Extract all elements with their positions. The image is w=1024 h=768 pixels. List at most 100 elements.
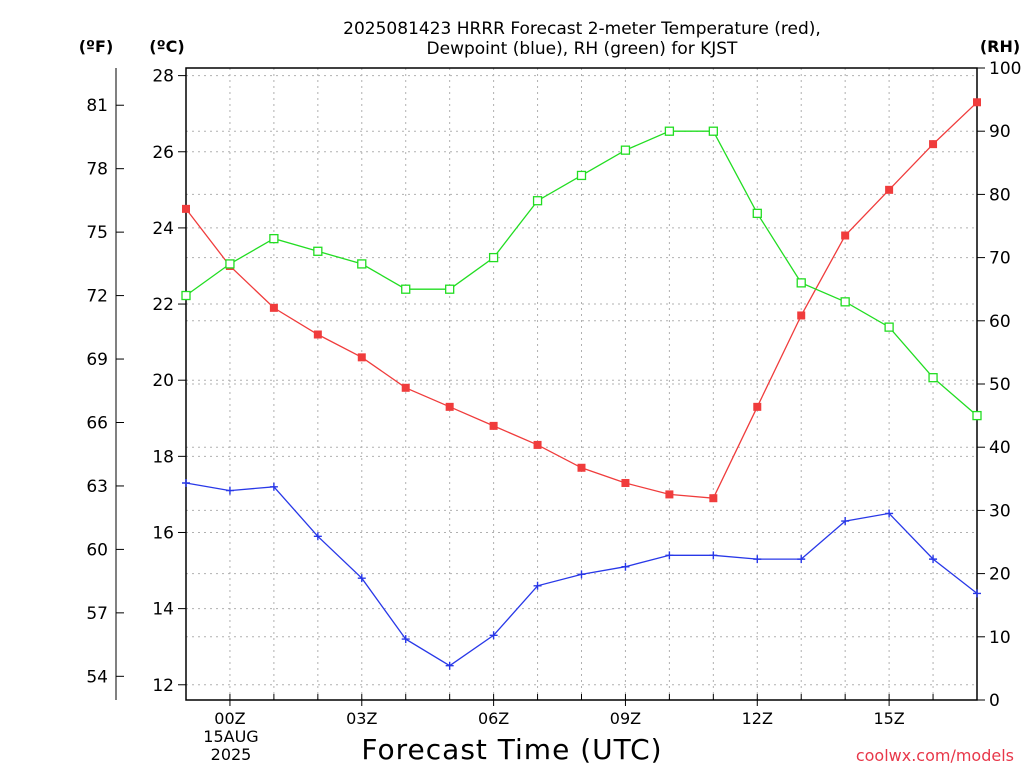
x-tick-label: 09Z — [610, 709, 641, 728]
rh-point — [401, 284, 411, 294]
rh-point — [972, 410, 982, 421]
rh-tick-label: 0 — [989, 691, 1000, 711]
dewpoint-point — [225, 486, 234, 495]
temperature-point — [445, 402, 454, 411]
celsius-tick-label: 18 — [152, 447, 174, 467]
temperature-point — [533, 440, 542, 449]
rh-tick-label: 100 — [989, 59, 1021, 79]
rh-series — [181, 126, 982, 421]
dewpoint-point — [533, 581, 542, 590]
rh-point — [840, 297, 850, 307]
rh-point — [532, 196, 543, 206]
temperature-point — [489, 421, 498, 430]
temperature-point — [797, 311, 806, 320]
dewpoint-point — [269, 482, 278, 491]
dewpoint-point — [577, 570, 586, 579]
dewpoint-point — [797, 555, 806, 564]
dewpoint-point — [445, 661, 454, 670]
dewpoint-point — [357, 574, 366, 583]
rh-point — [708, 126, 718, 136]
temperature-point — [841, 231, 850, 240]
celsius-tick-label: 26 — [152, 143, 174, 163]
chart-title-line2: Dewpoint (blue), RH (green) for KJST — [427, 39, 739, 59]
rh-point — [884, 322, 894, 332]
fahrenheit-tick-label: 75 — [86, 223, 108, 243]
fahrenheit-tick-label: 66 — [86, 413, 108, 433]
series-group — [181, 98, 982, 670]
celsius-tick-label: 20 — [152, 371, 174, 391]
rh-point — [269, 233, 279, 244]
watermark: coolwx.com/models — [856, 746, 1014, 765]
rh-point — [357, 259, 367, 269]
temperature-point — [753, 402, 762, 411]
fahrenheit-tick-label: 69 — [86, 350, 108, 370]
fahrenheit-tick-label: 60 — [86, 540, 108, 560]
temperature-point — [665, 490, 674, 499]
celsius-tick-label: 14 — [152, 600, 174, 620]
x-tick-label: 12Z — [742, 709, 773, 728]
dewpoint-point — [929, 555, 938, 564]
celsius-unit-label: (ºC) — [149, 37, 184, 56]
dewpoint-point — [665, 551, 674, 560]
rh-point — [445, 284, 455, 294]
rh-tick-label: 90 — [989, 122, 1011, 142]
temperature-point — [621, 478, 630, 487]
fahrenheit-tick-label: 57 — [86, 604, 108, 624]
rh-point — [928, 373, 938, 383]
dewpoint-point — [709, 551, 718, 560]
temperature-point — [929, 140, 938, 149]
rh-tick-label: 10 — [989, 628, 1011, 648]
rh-tick-label: 40 — [989, 438, 1011, 458]
x-tick-label: 15Z — [873, 709, 904, 728]
temperature-point — [577, 463, 586, 472]
temperature-point — [357, 353, 366, 362]
rh-unit-label: (RH) — [980, 37, 1020, 56]
dewpoint-point — [313, 532, 322, 541]
rh-tick-label: 30 — [989, 501, 1011, 521]
rh-tick-label: 80 — [989, 185, 1011, 205]
temperature-point — [401, 383, 410, 392]
date-label-day: 15AUG — [203, 727, 258, 746]
celsius-tick-label: 28 — [152, 67, 174, 87]
celsius-tick-label: 12 — [152, 676, 174, 696]
dewpoint-point — [973, 589, 981, 598]
fahrenheit-tick-label: 63 — [86, 477, 108, 497]
x-axis-label: Forecast Time (UTC) — [361, 733, 662, 766]
rh-point — [313, 246, 323, 256]
dewpoint-point — [753, 555, 762, 564]
dewpoint-point — [841, 517, 850, 526]
celsius-tick-label: 22 — [152, 295, 174, 315]
rh-point — [796, 278, 806, 288]
rh-tick-label: 60 — [989, 312, 1011, 332]
temperature-point — [313, 330, 322, 339]
temperature-point — [182, 204, 190, 213]
rh-point — [576, 170, 587, 181]
rh-point — [488, 252, 499, 263]
temperature-line — [185, 101, 978, 499]
axes: 12 14 16 18 20 22 24 26 28 54 57 60 63 66 69 72 75 78 81 0 1… — [86, 59, 1021, 728]
x-tick-label: 03Z — [346, 709, 377, 728]
fahrenheit-tick-label: 72 — [86, 287, 108, 307]
rh-point — [620, 145, 631, 155]
fahrenheit-tick-label: 54 — [86, 667, 108, 687]
dewpoint-series — [182, 478, 981, 670]
rh-tick-label: 50 — [989, 375, 1011, 395]
dewpoint-point — [401, 635, 410, 644]
dewpoint-point — [621, 562, 630, 571]
celsius-tick-label: 24 — [152, 219, 174, 239]
fahrenheit-unit-label: (ºF) — [79, 37, 114, 56]
fahrenheit-tick-label: 81 — [86, 96, 108, 116]
dewpoint-point — [885, 509, 894, 518]
fahrenheit-tick-label: 78 — [86, 160, 108, 180]
chart-title-line1: 2025081423 HRRR Forecast 2-meter Tempera… — [343, 19, 821, 39]
grid — [186, 68, 977, 700]
date-label-year: 2025 — [211, 745, 252, 764]
rh-tick-label: 20 — [989, 565, 1011, 585]
rh-tick-label: 70 — [989, 249, 1011, 269]
rh-point — [752, 208, 762, 219]
rh-point — [181, 290, 191, 301]
temperature-series — [182, 98, 981, 503]
rh-point — [664, 126, 675, 136]
x-tick-label: 06Z — [478, 709, 509, 728]
